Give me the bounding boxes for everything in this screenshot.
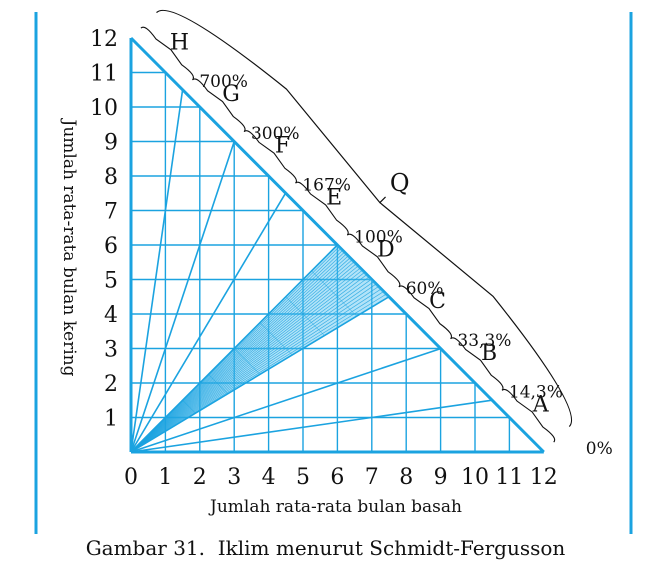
figure-caption: Gambar 31. Iklim menurut Schmidt-Ferguss…: [85, 536, 566, 560]
y-tick-label: 2: [104, 372, 118, 397]
x-tick-label: 4: [262, 465, 276, 490]
boundary-ray: [130, 141, 235, 453]
class-label: A: [532, 393, 550, 418]
class-brace: [295, 181, 349, 236]
class-d-arc-line: [182, 400, 196, 414]
y-tick-label: 3: [104, 338, 118, 363]
x-tick-label: 11: [495, 465, 523, 490]
ratio-label: 100%: [354, 227, 403, 247]
y-tick-label: 12: [90, 27, 118, 52]
q-brace: [156, 9, 573, 428]
boundary-ray: [130, 244, 338, 453]
class-d-arc-line: [233, 348, 261, 375]
ratio-label: 14,3%: [509, 382, 563, 402]
class-d-arc-line: [311, 270, 357, 317]
x-tick-label: 5: [296, 465, 310, 490]
boundary-ray: [130, 296, 390, 453]
x-tick-label: 0: [124, 465, 138, 490]
x-tick-label: 2: [193, 465, 207, 490]
class-label: C: [429, 289, 446, 314]
y-tick-label: 6: [104, 234, 118, 259]
boundary-ray: [130, 192, 287, 453]
class-label: F: [275, 134, 290, 159]
class-label: B: [481, 341, 497, 366]
x-axis-label: Jumlah rata-rata bulan basah: [208, 497, 462, 517]
class-d-arc-line: [259, 322, 293, 356]
x-tick-label: 1: [158, 465, 172, 490]
class-d-arc-line: [337, 244, 390, 297]
y-tick-label: 1: [104, 407, 118, 432]
boundary-ray: [130, 399, 493, 453]
boundary-ray: [130, 89, 184, 453]
y-tick-label: 4: [104, 303, 118, 328]
class-brace: [192, 78, 246, 133]
class-brace: [501, 388, 556, 443]
class-brace: [450, 337, 504, 391]
x-tick-label: 8: [399, 465, 413, 490]
y-axis-label: Jumlah rata-rata bulan kering: [59, 118, 79, 377]
y-tick-label: 9: [104, 131, 118, 156]
ratio-label: 700%: [199, 72, 248, 92]
y-tick-label: 11: [90, 62, 118, 87]
x-tick-label: 7: [365, 465, 379, 490]
ratio-label: 300%: [251, 124, 300, 144]
ratio-label: 60%: [406, 279, 444, 299]
y-tick-label: 5: [104, 269, 118, 294]
class-brace: [140, 26, 194, 81]
class-label: H: [170, 30, 189, 55]
x-tick-label: 3: [227, 465, 241, 490]
x-tick-label: 9: [434, 465, 448, 490]
x-tick-label: 6: [330, 465, 344, 490]
x-tick-label: 10: [461, 465, 489, 490]
class-d-arc-line: [285, 296, 325, 336]
class-brace: [243, 130, 297, 184]
q-label: Q: [390, 169, 410, 197]
y-tick-label: 10: [90, 96, 118, 121]
boundary-ray: [130, 347, 441, 453]
class-brace: [346, 233, 401, 288]
class-label: D: [377, 237, 395, 262]
ratio-label: 33,3%: [457, 331, 511, 351]
class-d-arc-line: [208, 374, 228, 394]
class-label: G: [222, 82, 240, 107]
y-tick-label: 8: [104, 165, 118, 190]
ratio-label: 0%: [586, 439, 613, 459]
class-label: E: [326, 185, 342, 210]
class-brace: [398, 285, 453, 340]
y-tick-label: 7: [104, 200, 118, 225]
ratio-label: 167%: [302, 175, 351, 195]
x-tick-label: 12: [530, 465, 558, 490]
